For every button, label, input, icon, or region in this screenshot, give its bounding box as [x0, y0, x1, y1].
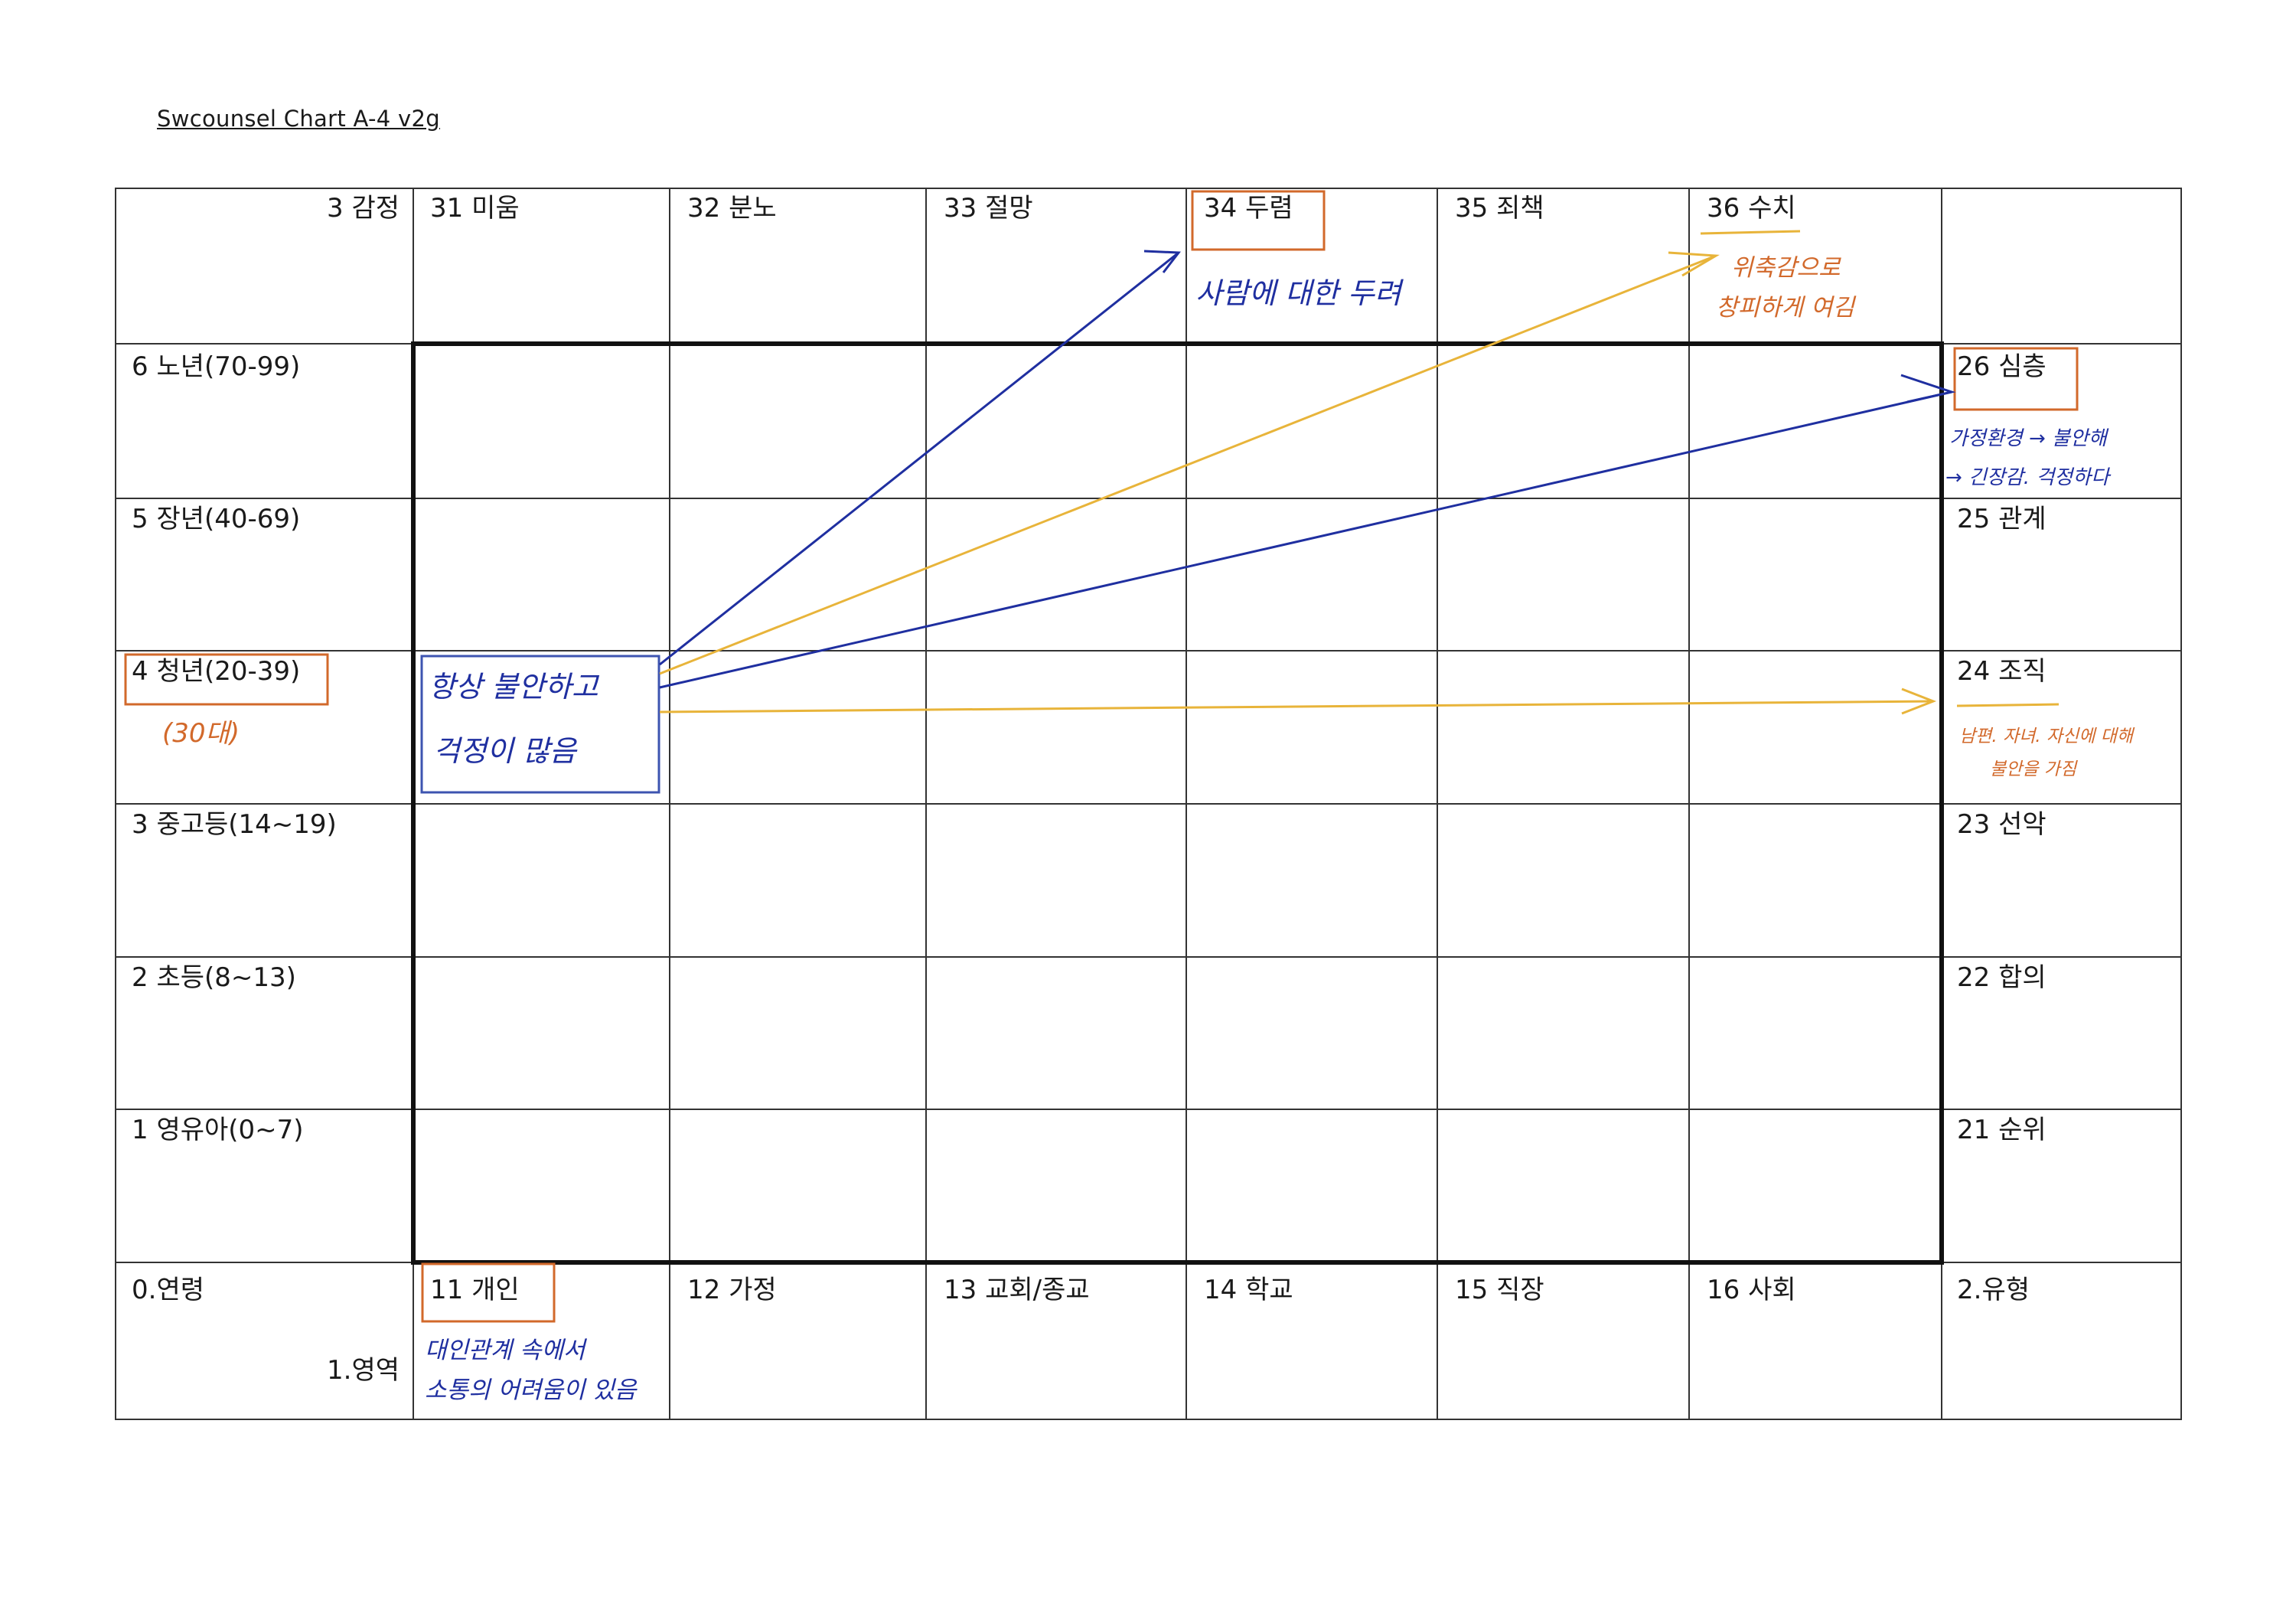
arrow-to-fear	[659, 251, 1179, 666]
fear-highlight-box	[1191, 190, 1326, 251]
emotion-axis-label: 3 감정	[327, 193, 400, 224]
arrow-head-deep	[1900, 374, 1956, 403]
arrow-head-organization	[1901, 687, 1937, 715]
age-elementary: 2 초등(8~13)	[132, 962, 296, 993]
deep-note-line2: → 긴장감. 걱정하다	[1945, 466, 2110, 489]
type-deep: 26 심층	[1957, 351, 2047, 382]
center-note-box	[420, 655, 660, 794]
age-note: (30대)	[162, 718, 240, 749]
type-good-evil: 23 선악	[1957, 809, 2047, 840]
domain-axis-label: 1.영역	[327, 1355, 400, 1386]
age-youth: 4 청년(20-39)	[132, 656, 301, 687]
individual-highlight-box	[421, 1262, 556, 1323]
age-secondary: 3 중고등(14~19)	[132, 809, 337, 840]
arrow-head-shame	[1668, 251, 1720, 277]
domain-individual: 11 개인	[430, 1275, 520, 1305]
individual-note-line2: 소통의 어려움이 있음	[425, 1376, 637, 1404]
shame-underline	[1700, 230, 1801, 235]
individual-note-line1: 대인관계 속에서	[425, 1337, 585, 1364]
org-note-line2: 불안을 가짐	[1990, 759, 2077, 779]
age-infant: 1 영유아(0~7)	[132, 1115, 304, 1145]
domain-school: 14 학교	[1204, 1275, 1293, 1305]
type-order: 21 순위	[1957, 1115, 2047, 1145]
youth-highlight-box	[124, 653, 329, 706]
arrow-to-organization	[659, 700, 1934, 714]
type-relation: 25 관계	[1957, 504, 2047, 534]
org-note-line1: 남편. 자녀. 자신에 대해	[1959, 727, 2133, 746]
age-middle: 5 장년(40-69)	[132, 504, 301, 534]
age-elderly: 6 노년(70-99)	[132, 351, 301, 382]
org-underline	[1956, 703, 2060, 707]
emotion-guilt: 35 죄책	[1455, 193, 1544, 224]
emotion-fear: 34 두렴	[1204, 193, 1293, 224]
domain-family: 12 가정	[687, 1275, 777, 1305]
domain-church: 13 교회/종교	[944, 1275, 1090, 1305]
type-axis-label: 2.유형	[1957, 1275, 2030, 1305]
center-note-line1: 항상 불안하고	[429, 670, 598, 704]
deep-note-line1: 가정환경 → 불안해	[1949, 427, 2107, 450]
arrow-to-deep	[659, 390, 1952, 689]
shame-note-line1: 위축감으로	[1731, 254, 1841, 282]
document-title: Swcounsel Chart A-4 v2g	[157, 106, 440, 132]
emotion-despair: 33 절망	[944, 193, 1033, 224]
type-organization: 24 조직	[1957, 656, 2047, 687]
type-agreement: 22 합의	[1957, 962, 2047, 993]
deep-highlight-box	[1953, 347, 2079, 411]
domain-society: 16 사회	[1707, 1275, 1796, 1305]
center-note-line2: 걱정이 많음	[433, 734, 576, 768]
domain-workplace: 15 직장	[1455, 1275, 1544, 1305]
emotion-shame: 36 수치	[1707, 193, 1796, 224]
age-axis-label: 0.연령	[132, 1275, 204, 1305]
emotion-anger: 32 분노	[687, 193, 777, 224]
arrow-head-fear	[1143, 250, 1181, 273]
emotion-hatred: 31 미움	[430, 193, 520, 224]
arrow-to-shame	[659, 254, 1717, 675]
fear-note: 사람에 대한 두려	[1195, 276, 1401, 310]
shame-note-line2: 창피하게 여김	[1716, 294, 1854, 322]
